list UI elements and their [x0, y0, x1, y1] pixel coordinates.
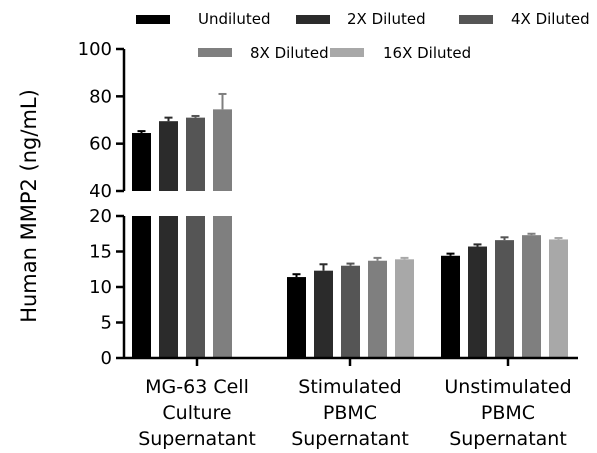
- legend-label-2: 4X Diluted: [511, 10, 590, 28]
- bar-lower-2-0: [186, 216, 205, 358]
- x-category-label-1-1: PBMC: [323, 402, 377, 424]
- x-category-label-0-0: MG-63 Cell: [145, 376, 249, 398]
- legend: Undiluted 2X Diluted 4X Diluted 8X Dilut…: [136, 10, 590, 62]
- bar-lower-3-0: [213, 216, 232, 358]
- bar-4-2: [549, 239, 568, 358]
- bar-0-2: [441, 255, 460, 358]
- x-axis: MG-63 Cell Culture Supernatant Stimulated PB…: [124, 356, 578, 450]
- y-tick-label-0-3: 15: [89, 242, 112, 263]
- bar-series: [132, 92, 568, 358]
- legend-swatch-2: [459, 15, 493, 24]
- y-tick-label-1-0: 40: [89, 181, 112, 202]
- bar-upper-2-0: [186, 117, 205, 191]
- legend-label-0: Undiluted: [198, 10, 270, 28]
- legend-label-4: 16X Diluted: [383, 44, 471, 62]
- y-axis-label: Human MMP2 (ng/mL): [17, 89, 41, 323]
- x-category-label-0-2: Supernatant: [138, 428, 256, 450]
- bar-upper-3-0: [213, 109, 232, 191]
- x-category-label-1-2: Supernatant: [291, 428, 409, 450]
- x-category-label-1-0: Stimulated: [298, 376, 401, 398]
- bar-3-1: [368, 260, 387, 358]
- y-tick-label-0-0: 0: [101, 348, 112, 369]
- legend-label-1: 2X Diluted: [347, 10, 426, 28]
- legend-item-3: 8X Diluted: [198, 44, 329, 62]
- legend-item-1: 2X Diluted: [296, 10, 426, 28]
- legend-item-0: Undiluted: [136, 10, 270, 28]
- x-category-label-2-1: PBMC: [481, 402, 535, 424]
- bar-2-2: [495, 240, 514, 358]
- bar-0-1: [287, 277, 306, 358]
- legend-swatch-1: [296, 15, 330, 24]
- bar-lower-1-0: [159, 216, 178, 358]
- x-category-label-2-2: Supernatant: [449, 428, 567, 450]
- y-axis: 0 5 10 15 20 40 60 80 100: [78, 39, 126, 369]
- bar-1-1: [314, 270, 333, 358]
- bar-upper-1-0: [159, 121, 178, 191]
- bar-upper-0-0: [132, 133, 151, 191]
- x-category-label-0-1: Culture: [162, 402, 231, 424]
- x-category-label-2-0: Unstimulated: [444, 376, 571, 398]
- bar-lower-0-0: [132, 216, 151, 358]
- bar-3-2: [522, 235, 541, 358]
- bar-2-1: [341, 265, 360, 358]
- y-tick-label-0-2: 10: [89, 277, 112, 298]
- y-tick-label-0-4: 20: [89, 206, 112, 227]
- legend-item-4: 16X Diluted: [330, 44, 471, 62]
- legend-swatch-3: [198, 48, 232, 57]
- y-tick-label-1-1: 60: [89, 134, 112, 155]
- y-tick-label-1-2: 80: [89, 86, 112, 107]
- legend-swatch-0: [136, 15, 170, 24]
- bar-4-1: [395, 259, 414, 358]
- y-tick-label-0-1: 5: [101, 313, 112, 334]
- legend-item-2: 4X Diluted: [459, 10, 590, 28]
- bar-1-2: [468, 246, 487, 358]
- legend-swatch-4: [330, 48, 364, 57]
- y-tick-label-1-3: 100: [78, 39, 112, 60]
- legend-label-3: 8X Diluted: [250, 44, 329, 62]
